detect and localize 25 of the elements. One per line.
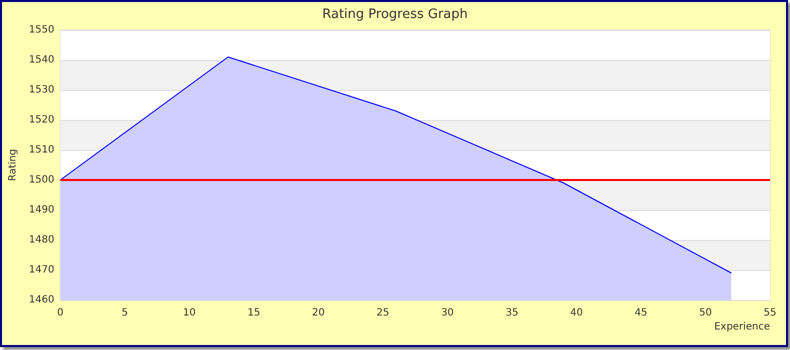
x-axis-title: Experience [714,322,770,332]
y-tick-label: 1490 [28,204,54,216]
chart-title: Rating Progress Graph [322,7,468,22]
x-tick-label: 40 [570,308,583,318]
x-tick-label: 30 [441,308,454,318]
y-tick-label: 1480 [28,234,54,246]
x-tick-label: 0 [57,308,64,318]
y-tick-label: 1550 [28,24,54,36]
x-tick-label: 50 [699,308,712,318]
y-tick-label: 1500 [28,174,54,186]
y-axis-title: Rating [8,148,18,182]
y-tick-label: 1510 [28,144,54,156]
y-tick-label: 1520 [28,114,54,126]
y-tick-label: 1470 [28,264,54,276]
x-tick-label: 20 [312,308,325,318]
x-tick-label: 55 [764,308,776,318]
x-tick-label: 45 [634,308,648,318]
x-tick-label: 10 [183,308,196,318]
y-tick-label: 1540 [28,54,54,66]
x-tick-label: 15 [248,308,260,318]
y-tick-label: 1460 [28,294,54,306]
y-tick-label: 1530 [28,84,54,96]
x-tick-label: 5 [122,308,128,318]
x-tick-label: 35 [506,308,518,318]
x-tick-label: 25 [376,308,390,318]
